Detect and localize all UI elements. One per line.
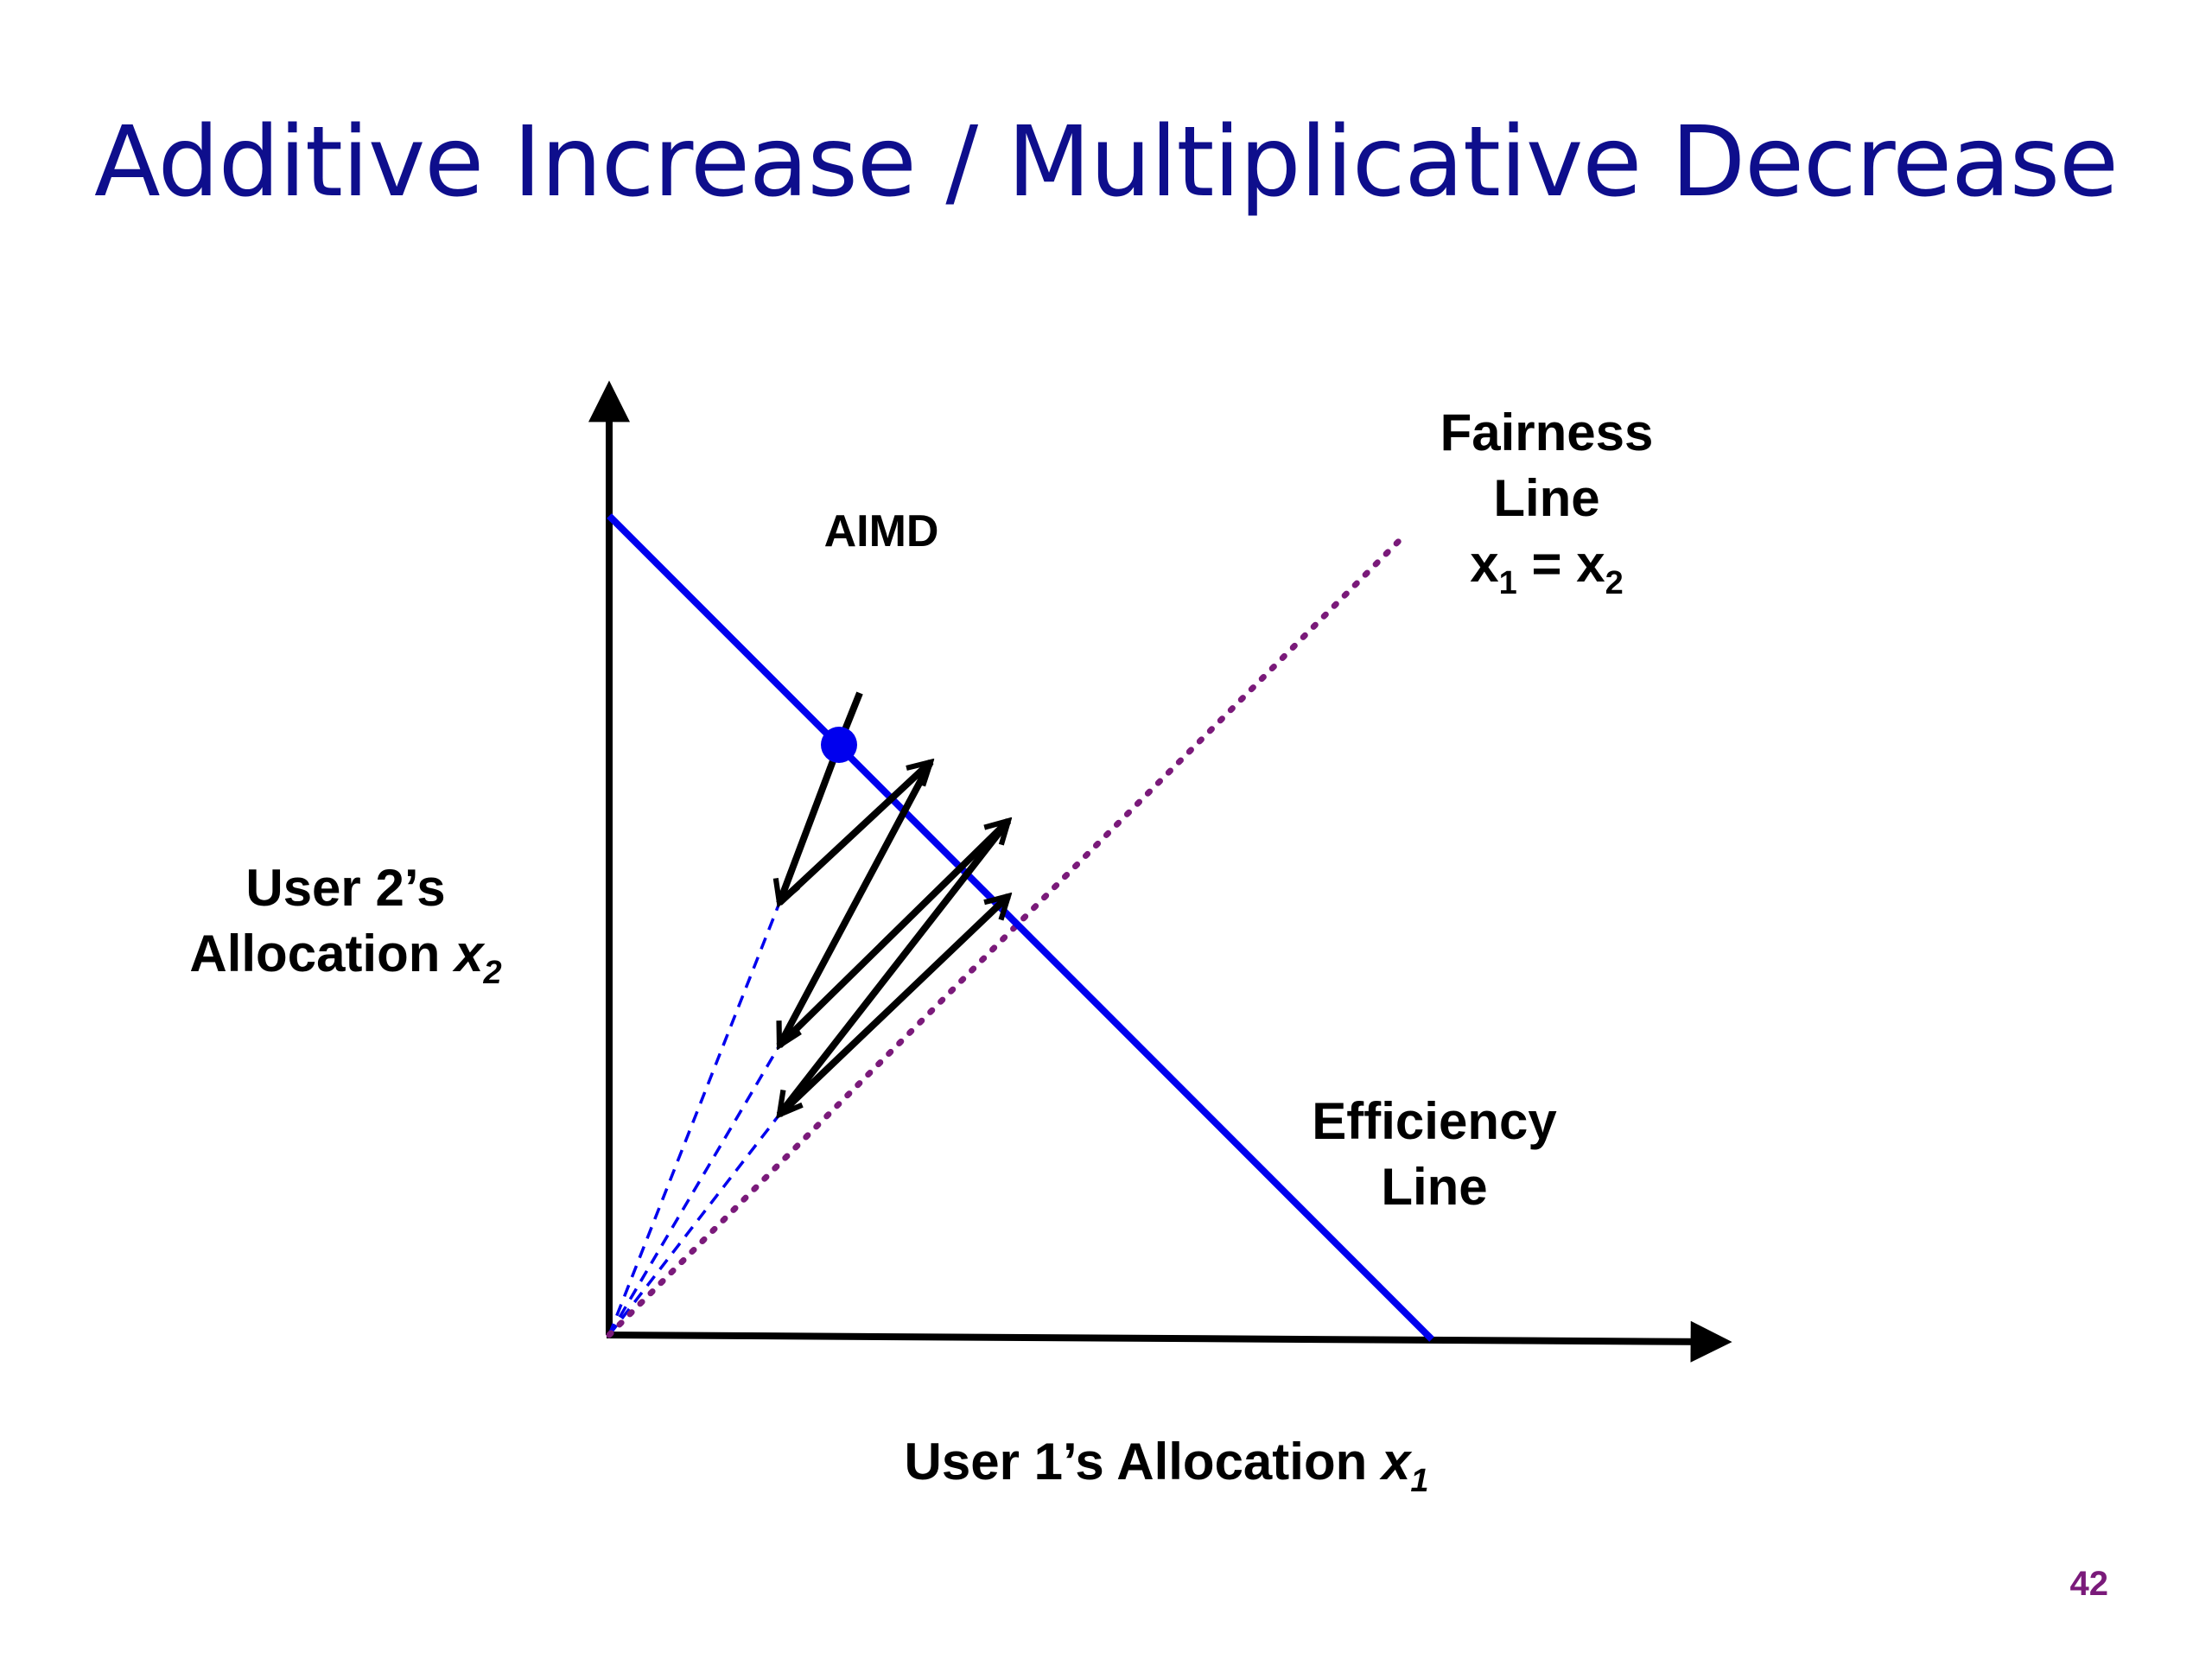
efficiency-line [607, 513, 1434, 1342]
y-axis-label-line2: Allocation x2 [189, 925, 502, 991]
fairness-line [606, 532, 1408, 1338]
aimd-arrow-decrease-1 [779, 743, 842, 903]
projection-line [607, 1045, 781, 1336]
x-axis-label: User 1’s Allocation x1 [904, 1433, 1429, 1499]
fairness-line-title: Fairness [1440, 404, 1654, 461]
efficiency-line-label: Efficiency Line [1279, 1089, 1590, 1220]
fairness-equation: x1 = x2 [1470, 535, 1624, 601]
fairness-line-word: Line [1493, 469, 1600, 527]
projection-line [607, 1113, 781, 1337]
aimd-arrow-decrease-2 [779, 760, 934, 1046]
projection-line [607, 902, 781, 1336]
aimd-arrow-decrease-3 [779, 818, 1012, 1115]
start-point [821, 727, 857, 763]
slide-title: Additive Increase / Multiplicative Decre… [94, 106, 2119, 219]
efficiency-line-title: Efficiency [1312, 1092, 1557, 1150]
aimd-arrow-increase-3 [777, 896, 1008, 1117]
efficiency-line-word: Line [1381, 1158, 1488, 1216]
y-axis-label: User 2’s Allocation x2 [147, 855, 544, 991]
aimd-label: AIMD [823, 506, 939, 556]
page-number: 42 [2069, 1565, 2109, 1603]
y-axis-label-line1: User 2’s [245, 859, 446, 917]
fairness-line-label: Fairness Line x1 = x2 [1400, 400, 1694, 601]
aimd-arrow-increase-1 [777, 762, 931, 906]
x-axis [606, 1320, 1732, 1363]
aimd-arrow-increase-2 [777, 821, 1008, 1048]
